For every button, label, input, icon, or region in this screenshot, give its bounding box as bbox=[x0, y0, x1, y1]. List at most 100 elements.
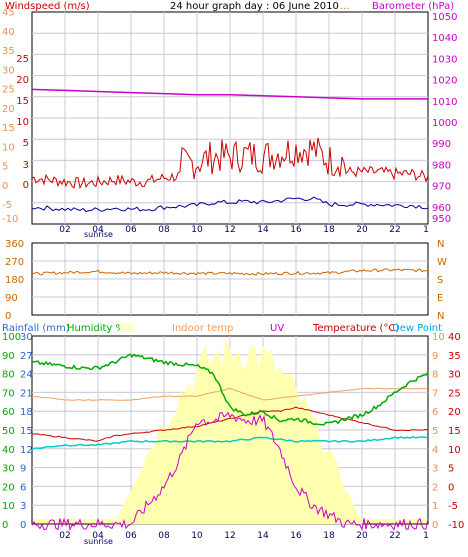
temperature-tick-label: 20 bbox=[448, 407, 461, 418]
humidity-tick-label: 50 bbox=[2, 426, 15, 437]
time-tick-label: 02 bbox=[59, 531, 70, 541]
time-tick-label: 22 bbox=[389, 531, 400, 541]
humidity-tick-label: 80 bbox=[2, 370, 15, 381]
degree-tick-label: 360 bbox=[5, 239, 24, 250]
uv-tick-label: 6 bbox=[432, 407, 438, 418]
wind-axis-outer: 45 40 35 30 25 20 15 10 5 0 -5 -10 bbox=[2, 8, 18, 226]
temperature-tick-label: 15 bbox=[448, 426, 461, 437]
uv-tick-label: 5 bbox=[432, 426, 438, 437]
rainfall-tick-label: 21 bbox=[20, 388, 33, 399]
temperature-tick-label: 30 bbox=[448, 370, 461, 381]
uv-tick-label: 4 bbox=[432, 445, 438, 456]
temperature-tick-label: 40 bbox=[448, 332, 461, 343]
temperature-tick-label: 5 bbox=[448, 464, 454, 475]
compass-tick-label: W bbox=[437, 257, 447, 268]
rainfall-tick-label: 12 bbox=[20, 445, 33, 456]
rainfall-tick-label: 9 bbox=[20, 464, 26, 475]
barometer-header: Barometer (hPa) bbox=[372, 1, 454, 12]
mid-panel-grid bbox=[32, 243, 428, 315]
bottom-panel-series bbox=[31, 338, 429, 532]
humidity-tick-label: 30 bbox=[2, 464, 15, 475]
indoor-temp-header: Indoor temp bbox=[172, 323, 233, 334]
compass-tick-label: S bbox=[437, 275, 443, 286]
rainfall-tick-label: 27 bbox=[20, 351, 33, 362]
uv-tick-label: 1 bbox=[432, 501, 438, 512]
barometer-tick-label: 990 bbox=[432, 139, 451, 150]
dewpoint-series-line bbox=[31, 436, 429, 451]
uv-tick-label: 3 bbox=[432, 464, 438, 475]
wind-outer-tick-label: 40 bbox=[2, 27, 15, 38]
compass-tick-label: N bbox=[437, 311, 444, 322]
uv-tick-label: 7 bbox=[432, 388, 438, 399]
humidity-tick-label: 100 bbox=[2, 332, 21, 343]
uv-tick-label: 9 bbox=[432, 351, 438, 362]
humidity-tick-label: 0 bbox=[2, 520, 8, 531]
temperature-tick-label: -10 bbox=[448, 520, 464, 531]
temperature-tick-label: -5 bbox=[448, 501, 458, 512]
wind-outer-tick-label: -5 bbox=[2, 200, 12, 211]
compass-tick-label: N bbox=[437, 239, 444, 250]
barometer-tick-label: 1050 bbox=[432, 12, 457, 23]
windgust-series-line bbox=[31, 137, 429, 190]
barometer-series-line bbox=[31, 88, 428, 100]
top-sunrise-label: sunrise bbox=[84, 230, 113, 239]
bottom-sunrise-label: sunrise bbox=[84, 537, 113, 546]
humidity-tick-label: 70 bbox=[2, 388, 15, 399]
temperature-tick-label: 25 bbox=[448, 388, 461, 399]
dewpoint-header: Dew Point bbox=[392, 323, 442, 334]
wind-outer-tick-label: 45 bbox=[2, 8, 15, 19]
barometer-tick-label: 1040 bbox=[432, 33, 457, 44]
humidity-series-line bbox=[31, 353, 429, 426]
time-tick-label: 22 bbox=[389, 225, 400, 235]
time-tick-label: 02 bbox=[59, 225, 70, 235]
degree-tick-label: 90 bbox=[5, 293, 18, 304]
time-tick-label: 18 bbox=[323, 531, 335, 541]
indoor-temp-series-line bbox=[31, 387, 429, 401]
wind-outer-tick-label: 25 bbox=[2, 85, 15, 96]
time-tick-label: 20 bbox=[356, 531, 368, 541]
temperature-tick-label: 10 bbox=[448, 445, 461, 456]
time-tick-label: 04 bbox=[92, 531, 104, 541]
time-tick-label: 04 bbox=[92, 225, 104, 235]
temperature-series-line bbox=[32, 406, 429, 442]
barometer-tick-label: 1030 bbox=[432, 54, 457, 65]
time-tick-label: 1 bbox=[423, 225, 429, 235]
rainfall-tick-label: 18 bbox=[20, 407, 33, 418]
wind-inner-tick-label: 20 bbox=[16, 75, 29, 86]
humidity-tick-label: 40 bbox=[2, 445, 15, 456]
humidity-tick-label: 60 bbox=[2, 407, 15, 418]
temperature-axis: 40 35 30 25 20 15 10 5 0 -5 -10 bbox=[448, 332, 464, 531]
wind-axis-inner: 25 20 15 10 5 3 0 bbox=[16, 54, 29, 191]
wind-outer-tick-label: 0 bbox=[2, 181, 8, 192]
temperature-tick-label: 35 bbox=[448, 351, 461, 362]
barometer-tick-label: 950 bbox=[432, 214, 451, 225]
time-tick-label: 12 bbox=[224, 225, 235, 235]
uv-tick-label: 2 bbox=[432, 482, 438, 493]
solar-baseline bbox=[33, 519, 427, 523]
time-tick-label: 06 bbox=[125, 225, 137, 235]
rainfall-header: Rainfall (mm) bbox=[2, 323, 70, 334]
rainfall-tick-label: 6 bbox=[20, 482, 26, 493]
time-tick-label: 18 bbox=[323, 225, 335, 235]
time-tick-label: 1 bbox=[423, 531, 429, 541]
time-tick-label: 14 bbox=[257, 531, 269, 541]
barometer-tick-label: 1020 bbox=[432, 76, 457, 87]
time-tick-label: 12 bbox=[224, 531, 235, 541]
wind-outer-tick-label: 5 bbox=[2, 162, 8, 173]
barometer-tick-label: 960 bbox=[432, 203, 451, 214]
humidity-header: Humidity % bbox=[67, 323, 125, 334]
time-tick-label: 16 bbox=[290, 225, 302, 235]
wind-inner-tick-label: 15 bbox=[16, 96, 29, 107]
uv-series-line bbox=[31, 411, 429, 532]
wind-inner-tick-label: 10 bbox=[16, 117, 29, 128]
time-tick-label: 10 bbox=[191, 531, 203, 541]
rainfall-tick-label: 3 bbox=[20, 501, 26, 512]
compass-tick-label: E bbox=[437, 293, 443, 304]
humidity-swatch bbox=[120, 323, 134, 332]
windspeed-series-line bbox=[32, 196, 429, 213]
wind-inner-tick-label: 5 bbox=[23, 138, 29, 149]
